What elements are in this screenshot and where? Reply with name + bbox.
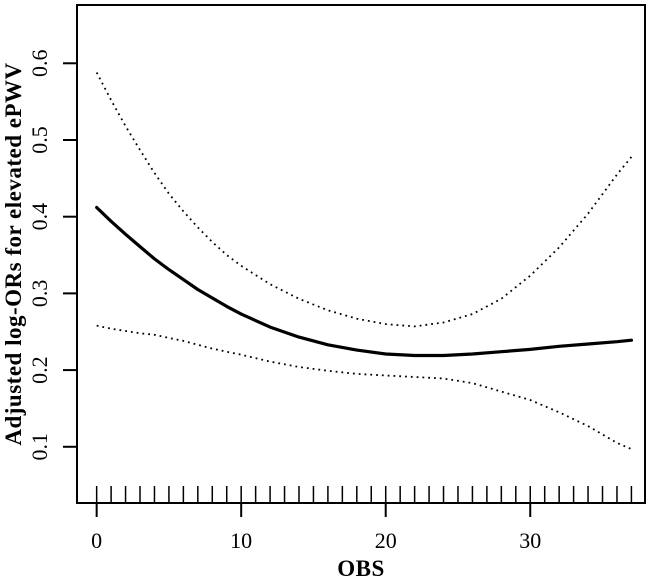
lower-confidence-band-curve bbox=[96, 324, 632, 450]
x-axis-tick-label: 0 bbox=[91, 528, 102, 553]
y-axis-tick-label: 0.2 bbox=[27, 356, 52, 384]
y-axis-tick-label: 0.5 bbox=[27, 126, 52, 154]
y-axis-tick-label: 0.6 bbox=[27, 50, 52, 78]
plot-border bbox=[76, 4, 646, 504]
x-axis-tick-label: 30 bbox=[519, 528, 541, 553]
x-axis-tick-label: 10 bbox=[230, 528, 252, 553]
y-axis-tick-label: 0.4 bbox=[27, 203, 52, 231]
adjusted-log-or-fit-curve bbox=[95, 205, 634, 358]
y-axis-tick-label: 0.3 bbox=[27, 280, 52, 308]
y-axis-title: Adjusted log-ORs for elevated ePWV bbox=[1, 62, 26, 445]
upper-confidence-band-curve bbox=[95, 72, 633, 328]
x-axis-tick-label: 20 bbox=[375, 528, 397, 553]
x-axis-title: OBS bbox=[337, 556, 385, 581]
y-axis-tick-label: 0.1 bbox=[27, 433, 52, 461]
